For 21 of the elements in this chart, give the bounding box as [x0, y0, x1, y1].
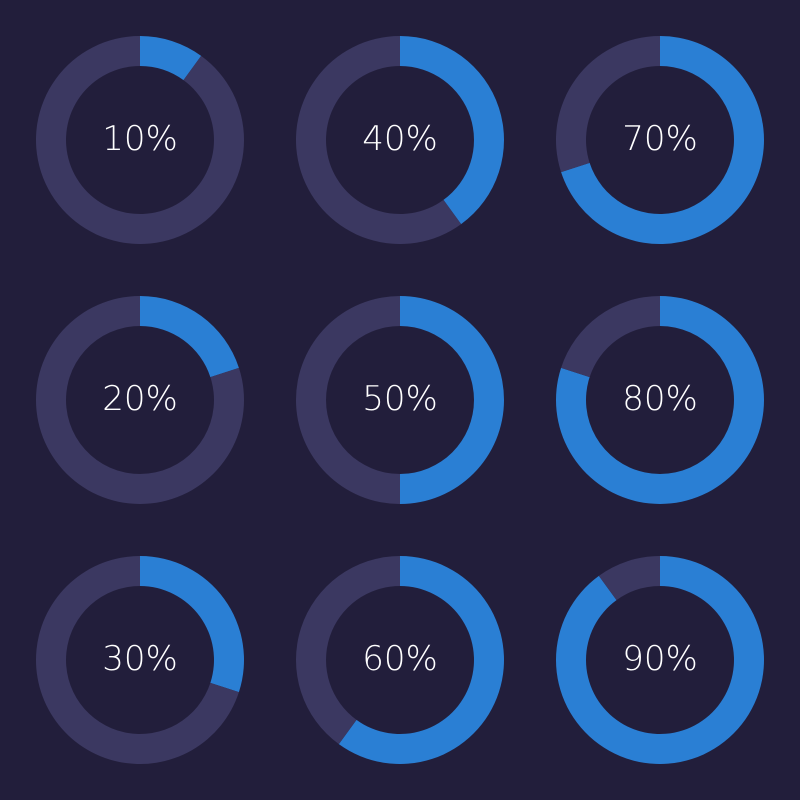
data-label: 70%: [622, 119, 698, 159]
donut-slice: [556, 296, 764, 504]
data-label: 10%: [102, 119, 178, 159]
donut-slice: [556, 556, 764, 764]
data-label: 30%: [102, 639, 178, 679]
donut-slice: [561, 36, 764, 244]
data-label: 90%: [622, 639, 698, 679]
data-label: 60%: [362, 639, 438, 679]
data-label: 20%: [102, 379, 178, 419]
donut-slice: [36, 36, 244, 244]
donut-slice: [140, 36, 202, 80]
donut-slice: [561, 296, 660, 378]
data-label: 40%: [362, 119, 438, 159]
donut-slice: [36, 556, 239, 764]
donut-slice: [36, 296, 244, 504]
donut-slice: [296, 36, 462, 244]
donut-slice: [338, 556, 504, 764]
donut-slice: [598, 556, 660, 600]
data-label: 50%: [362, 379, 438, 419]
data-label: 80%: [622, 379, 698, 419]
donut-slice: [140, 296, 239, 378]
